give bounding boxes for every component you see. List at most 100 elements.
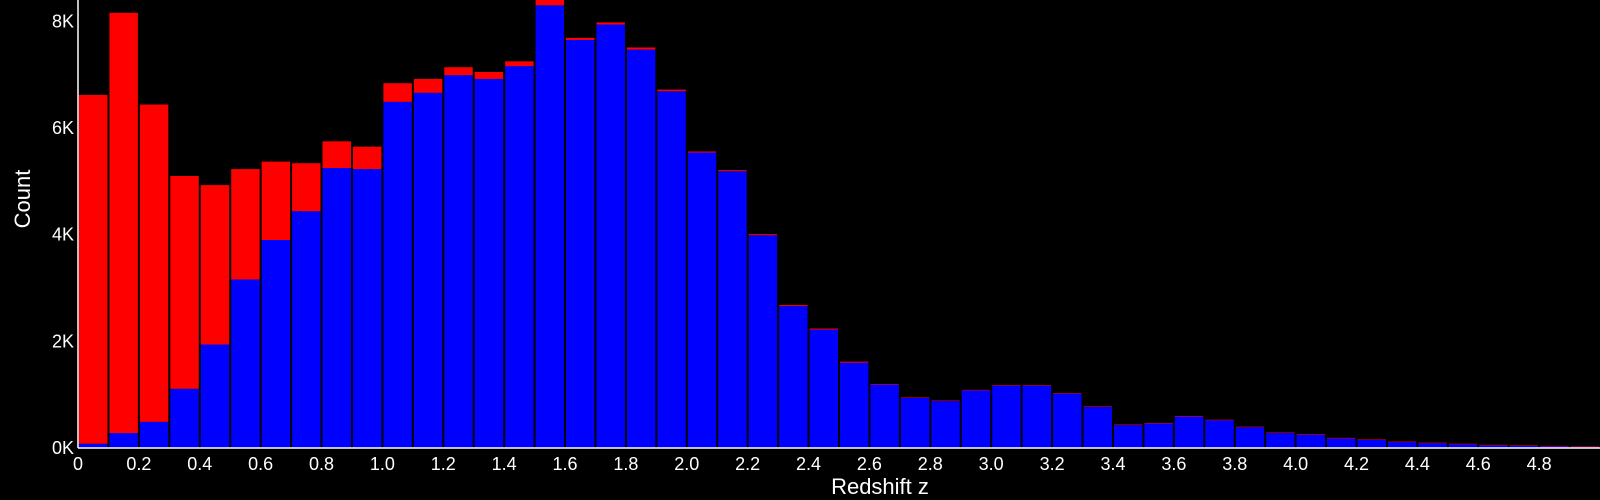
bar-series0-bin20 (687, 152, 717, 448)
bar-series1-bin38 (1235, 426, 1265, 428)
bar-series1-bin25 (840, 361, 869, 363)
bar-series0-bin14 (505, 66, 534, 448)
x-tick-label: 2.6 (857, 454, 882, 474)
x-tick-label: 1.0 (370, 454, 395, 474)
y-tick-label: 0K (52, 438, 74, 458)
bar-series0-bin27 (900, 397, 930, 448)
x-tick-labels: 0 0.2 0.4 0.6 0.8 1.0 1.2 1.4 1.6 1.8 2.0 2.2 2.4 2.6… (73, 454, 1552, 474)
bar-series0-bin32 (1053, 393, 1082, 448)
bar-series0-bin12 (444, 75, 473, 448)
bar-series1-bin36 (1174, 416, 1204, 417)
bar-series1-bin20 (687, 151, 717, 153)
x-tick-label: 3.4 (1100, 454, 1125, 474)
x-tick-label: 3.8 (1222, 454, 1247, 474)
bar-series1-bin42 (1357, 439, 1386, 440)
bar-series0-bin38 (1235, 427, 1265, 448)
bar-series1-bin40 (1296, 434, 1326, 435)
bars-group (79, 0, 1599, 449)
bar-series1-bin34 (1113, 424, 1143, 426)
x-tick-label: 0.2 (126, 454, 151, 474)
bar-series0-bin36 (1174, 416, 1204, 448)
bar-series0-bin43 (1387, 442, 1417, 448)
bar-series0-bin2 (139, 421, 169, 448)
x-tick-label: 4.0 (1283, 454, 1308, 474)
bar-series0-bin8 (322, 168, 351, 448)
bar-series0-bin13 (474, 78, 504, 449)
bar-series0-bin42 (1357, 440, 1386, 448)
bar-series0-bin21 (718, 171, 747, 448)
bar-series0-bin25 (840, 362, 869, 448)
bar-series1-bin28 (931, 400, 960, 402)
bar-series1-bin21 (718, 170, 747, 172)
bar-series1-bin4 (200, 185, 230, 345)
bar-series0-bin34 (1113, 425, 1143, 448)
y-tick-label: 6K (52, 118, 74, 138)
bar-series0-bin28 (931, 401, 960, 448)
bar-series1-bin1 (109, 12, 138, 434)
x-tick-label: 1.2 (431, 454, 456, 474)
bar-series1-bin17 (596, 22, 625, 25)
bar-series1-bin15 (535, 0, 565, 6)
bar-series1-bin23 (779, 305, 808, 307)
bar-series0-bin44 (1418, 443, 1447, 448)
bar-series0-bin7 (292, 211, 321, 448)
bar-series1-bin24 (809, 328, 838, 330)
x-tick-label: 0 (73, 454, 83, 474)
x-tick-label: 2.2 (735, 454, 760, 474)
bar-series1-bin11 (413, 78, 443, 93)
bar-series1-bin3 (170, 176, 199, 389)
x-tick-label: 4.8 (1527, 454, 1552, 474)
x-tick-label: 0.8 (309, 454, 334, 474)
bar-series1-bin12 (444, 67, 473, 76)
bar-series0-bin1 (109, 433, 138, 448)
bar-series1-bin31 (1022, 385, 1052, 386)
bar-series1-bin32 (1053, 393, 1082, 394)
bar-series0-bin37 (1205, 420, 1234, 448)
bar-series0-bin18 (626, 49, 656, 448)
bar-series1-bin46 (1479, 444, 1508, 446)
bar-series1-bin22 (748, 234, 778, 236)
bar-series0-bin10 (383, 101, 412, 449)
bar-series1-bin0 (79, 94, 108, 444)
bar-series1-bin30 (992, 385, 1021, 386)
x-tick-label: 3.0 (979, 454, 1004, 474)
bar-series0-bin48 (1540, 446, 1569, 448)
x-tick-label: 1.4 (492, 454, 517, 474)
bar-series0-bin47 (1509, 445, 1539, 448)
bar-series1-bin5 (231, 169, 260, 280)
bar-series0-bin30 (992, 385, 1021, 448)
bar-series1-bin39 (1266, 432, 1295, 434)
bar-series1-bin26 (870, 384, 899, 385)
bar-series1-bin48 (1540, 445, 1569, 447)
bar-series0-bin40 (1296, 434, 1326, 448)
bar-series1-bin37 (1205, 419, 1234, 421)
bar-series1-bin49 (1570, 446, 1599, 447)
y-axis-title: Count (10, 170, 35, 229)
bar-series0-bin0 (79, 443, 108, 448)
y-tick-label: 2K (52, 331, 74, 351)
bar-series0-bin16 (566, 40, 595, 448)
bar-series0-bin45 (1448, 444, 1478, 448)
x-tick-label: 2.4 (796, 454, 821, 474)
bar-series1-bin43 (1387, 441, 1417, 443)
bar-series1-bin41 (1327, 437, 1356, 439)
x-tick-label: 3.2 (1040, 454, 1065, 474)
bar-series0-bin19 (657, 91, 686, 448)
bar-series1-bin13 (474, 72, 504, 79)
x-tick-label: 0.4 (187, 454, 212, 474)
bar-series1-bin45 (1448, 443, 1478, 445)
x-tick-label: 3.6 (1161, 454, 1186, 474)
x-tick-label: 2.8 (918, 454, 943, 474)
bar-series0-bin22 (748, 235, 778, 448)
bar-series0-bin26 (870, 384, 899, 448)
y-tick-labels: 0K 2K 4K 6K 8K (52, 11, 74, 458)
x-tick-label: 1.6 (553, 454, 578, 474)
bar-series0-bin3 (170, 388, 199, 448)
bar-series0-bin35 (1144, 423, 1173, 448)
bar-series1-bin29 (961, 389, 991, 391)
bar-series1-bin44 (1418, 442, 1447, 444)
bar-series0-bin39 (1266, 433, 1295, 448)
bar-series1-bin14 (505, 61, 534, 67)
bar-series1-bin18 (626, 47, 656, 50)
bar-series0-bin6 (261, 240, 291, 448)
